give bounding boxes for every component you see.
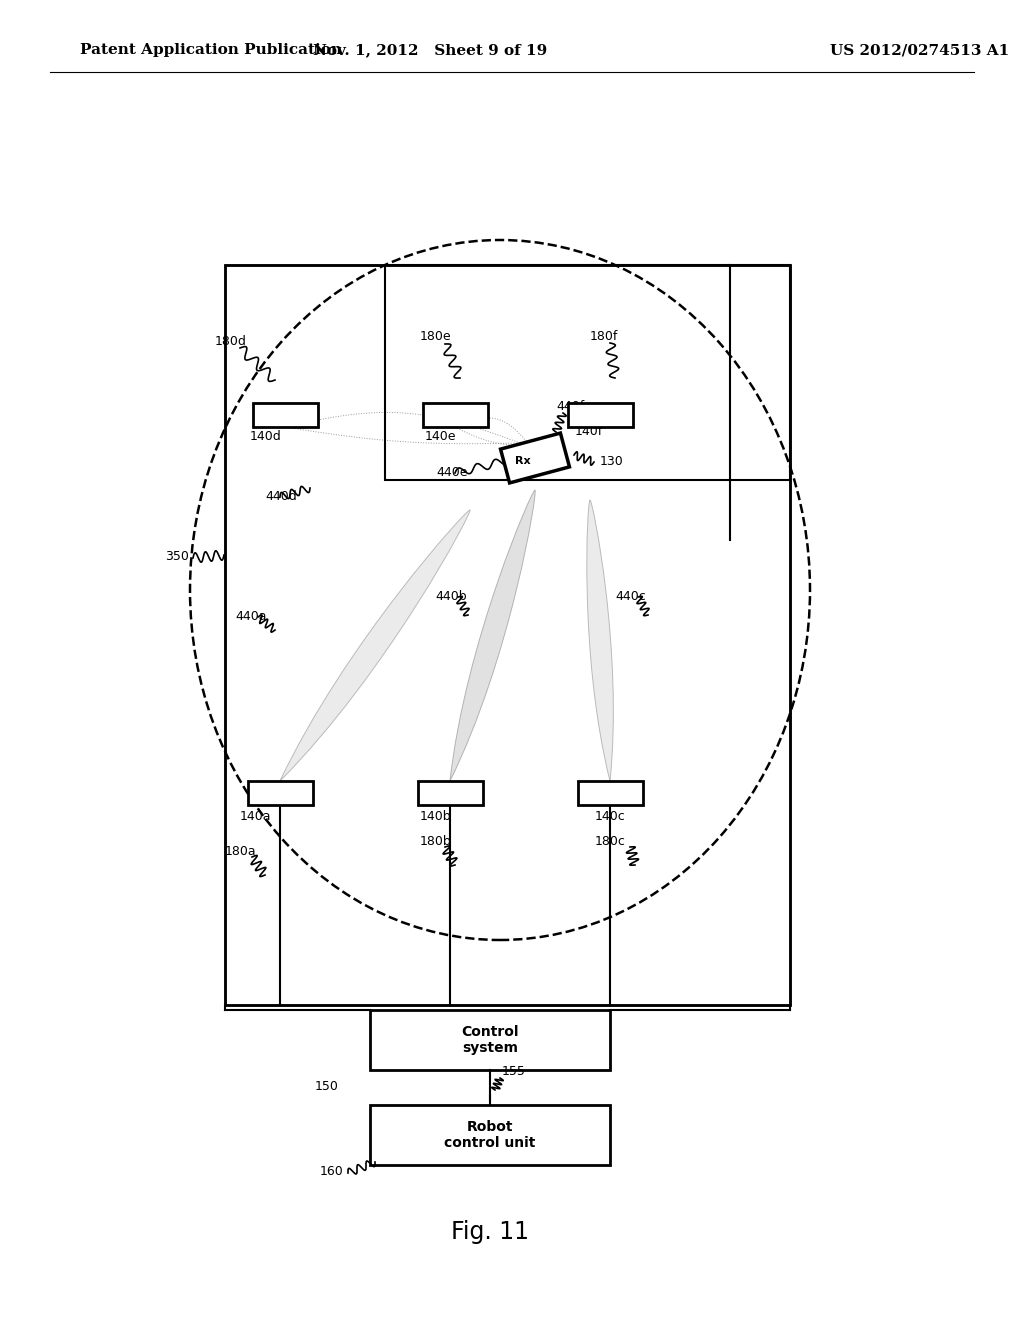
Text: Patent Application Publication: Patent Application Publication bbox=[80, 44, 342, 57]
Polygon shape bbox=[248, 781, 312, 805]
Text: Control
system: Control system bbox=[461, 1024, 519, 1055]
Polygon shape bbox=[567, 403, 633, 426]
Text: 440d: 440d bbox=[265, 490, 297, 503]
Text: 180e: 180e bbox=[420, 330, 452, 343]
Text: 180a: 180a bbox=[225, 845, 257, 858]
Text: Fig. 11: Fig. 11 bbox=[451, 1220, 529, 1243]
Text: 180d: 180d bbox=[215, 335, 247, 348]
Text: US 2012/0274513 A1: US 2012/0274513 A1 bbox=[830, 44, 1010, 57]
Text: 140c: 140c bbox=[595, 810, 626, 822]
Text: 150: 150 bbox=[315, 1080, 339, 1093]
Text: 155: 155 bbox=[502, 1065, 526, 1078]
Text: 140a: 140a bbox=[240, 810, 271, 822]
Polygon shape bbox=[501, 433, 569, 483]
Text: 140d: 140d bbox=[250, 430, 282, 444]
Polygon shape bbox=[423, 403, 487, 426]
Text: 130: 130 bbox=[600, 455, 624, 469]
Text: 440c: 440c bbox=[615, 590, 646, 603]
Text: Robot
control unit: Robot control unit bbox=[444, 1119, 536, 1150]
Polygon shape bbox=[578, 781, 642, 805]
Text: 440a: 440a bbox=[234, 610, 266, 623]
Text: 440f: 440f bbox=[556, 400, 585, 413]
Text: 180b: 180b bbox=[420, 836, 452, 847]
Text: 350: 350 bbox=[165, 550, 188, 564]
Text: 140b: 140b bbox=[420, 810, 452, 822]
Polygon shape bbox=[418, 781, 482, 805]
Text: 440e: 440e bbox=[436, 466, 468, 479]
Text: 180f: 180f bbox=[590, 330, 618, 343]
Text: Nov. 1, 2012   Sheet 9 of 19: Nov. 1, 2012 Sheet 9 of 19 bbox=[313, 44, 547, 57]
PathPatch shape bbox=[450, 490, 536, 781]
PathPatch shape bbox=[280, 510, 470, 781]
Text: 160: 160 bbox=[319, 1166, 344, 1177]
Bar bbox=[225, 265, 790, 1005]
Polygon shape bbox=[253, 403, 317, 426]
Text: 140e: 140e bbox=[425, 430, 457, 444]
Text: 180c: 180c bbox=[595, 836, 626, 847]
Bar bbox=[385, 265, 790, 480]
Bar bbox=[370, 1105, 610, 1166]
PathPatch shape bbox=[587, 500, 613, 781]
Text: 440b: 440b bbox=[435, 590, 467, 603]
Text: 140f: 140f bbox=[575, 425, 603, 438]
Bar bbox=[370, 1010, 610, 1071]
Text: Rx: Rx bbox=[515, 455, 530, 466]
Bar bbox=[225, 265, 790, 1005]
